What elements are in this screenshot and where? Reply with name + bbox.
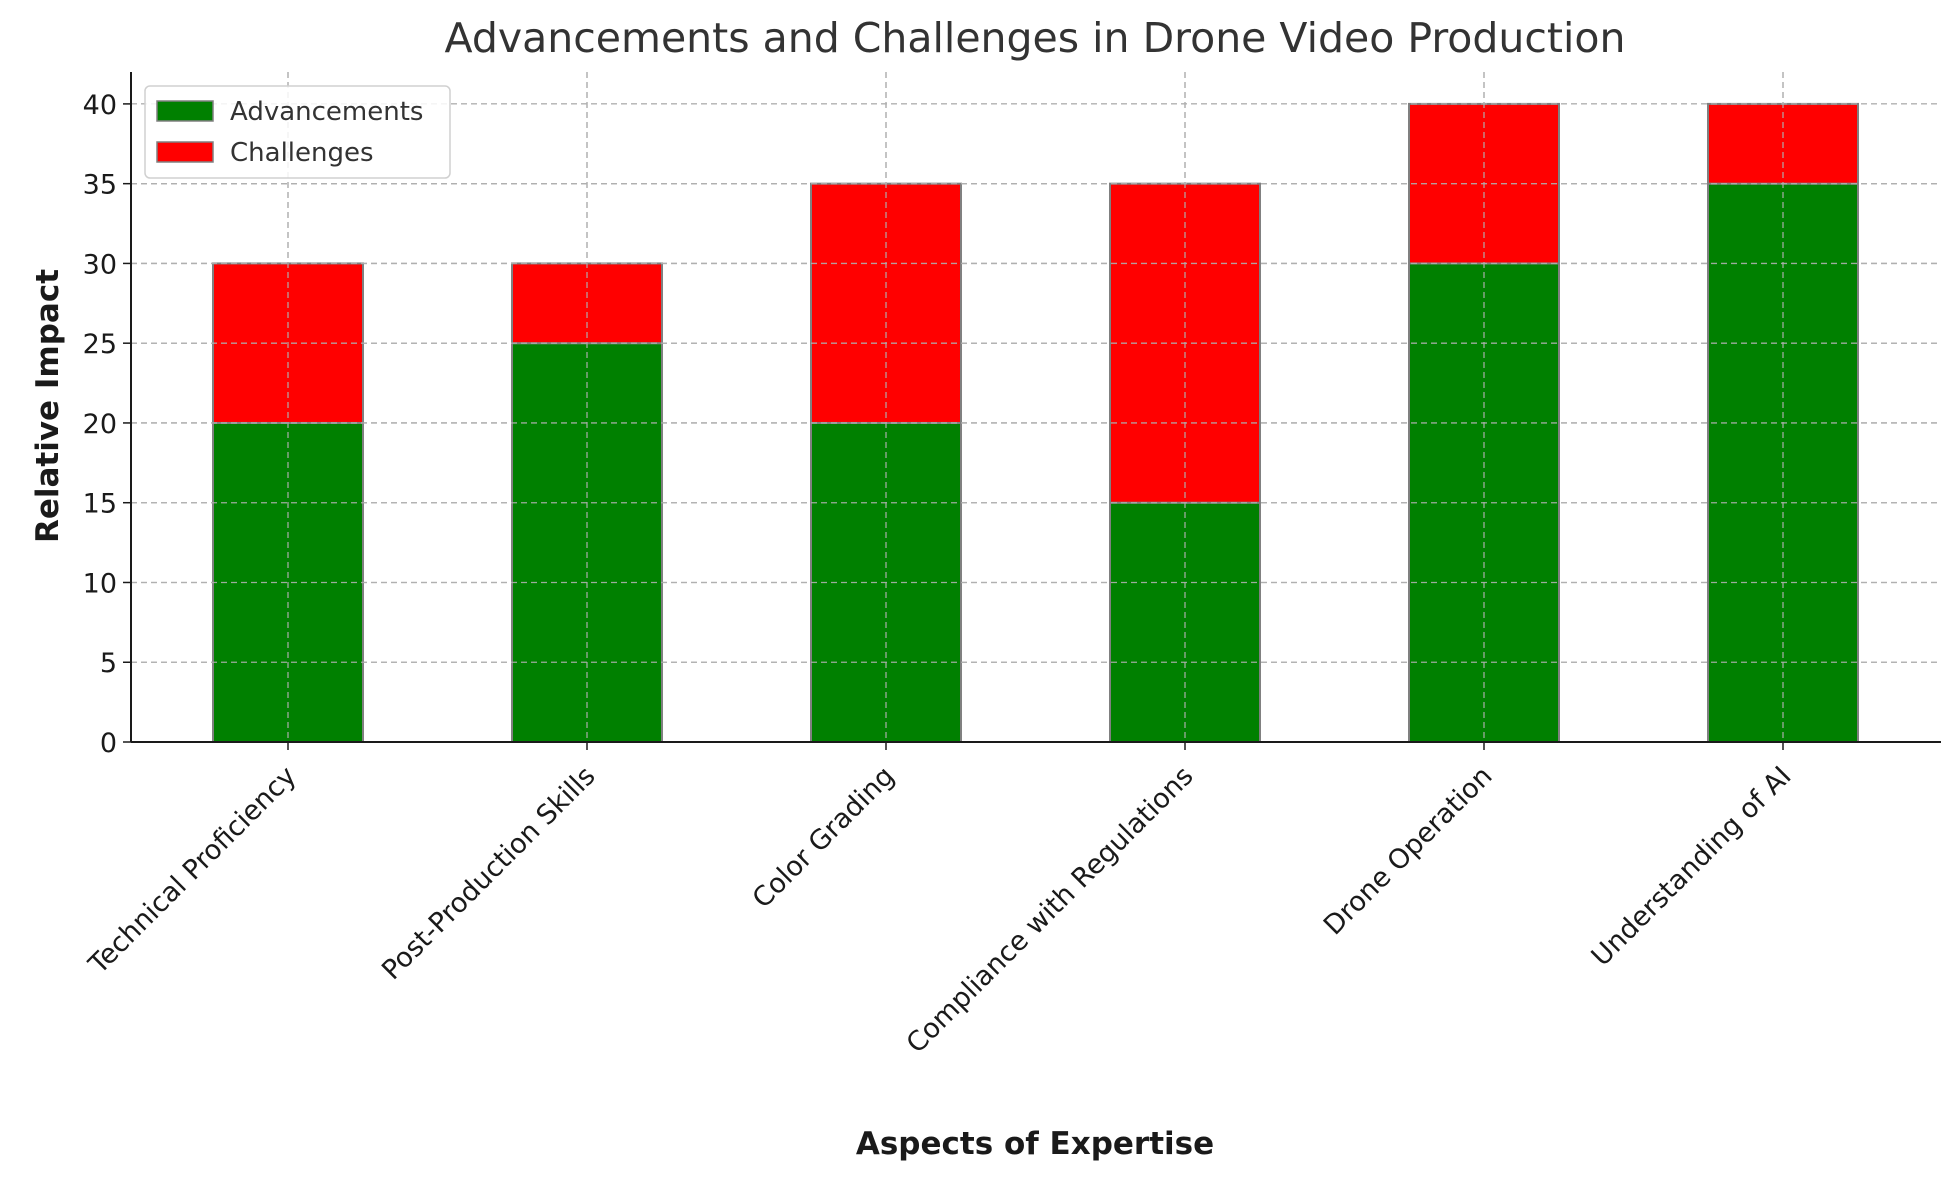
y-tick-label: 40	[83, 90, 117, 121]
x-tick-label: Drone Operation	[1318, 761, 1499, 942]
legend: Advancements Challenges	[144, 85, 451, 179]
y-tick-label: 30	[83, 249, 117, 280]
y-tick-label: 0	[100, 728, 117, 759]
bars	[131, 72, 1941, 744]
y-tick-label: 35	[83, 170, 117, 201]
legend-swatch-challenges	[156, 141, 214, 163]
legend-label-challenges: Challenges	[230, 138, 374, 168]
legend-swatch-advancements	[156, 100, 214, 122]
x-tick-label: Post-Production Skills	[376, 761, 601, 986]
y-tick-label: 10	[83, 568, 117, 599]
x-tick-label: Compliance with Regulations	[901, 761, 1200, 1060]
y-tick-label: 25	[83, 329, 117, 360]
y-axis-title: Relative Impact	[30, 269, 66, 543]
legend-box	[144, 85, 451, 179]
x-tick-label: Understanding of AI	[1586, 761, 1798, 973]
x-axis-title: Aspects of Expertise	[856, 1126, 1214, 1162]
y-tick-label: 5	[100, 648, 117, 679]
chart-title: Advancements and Challenges in Drone Vid…	[445, 14, 1626, 62]
y-tick-label: 20	[83, 409, 117, 440]
legend-label-advancements: Advancements	[230, 97, 423, 127]
x-tick-label: Color Grading	[747, 761, 901, 915]
y-tick-label: 15	[83, 489, 117, 520]
x-tick-label: Technical Proficiency	[82, 761, 302, 981]
